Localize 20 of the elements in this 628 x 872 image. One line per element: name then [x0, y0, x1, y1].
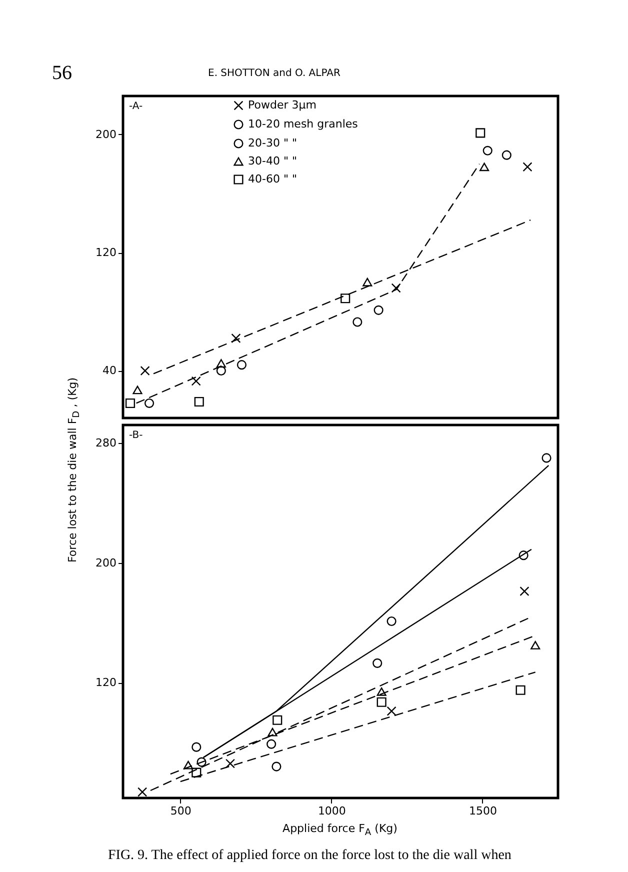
chart-title: -B- [129, 430, 144, 441]
legend-label: 40-60 " " [248, 172, 298, 186]
legend-label: 10-20 mesh granles [248, 118, 358, 130]
y-tick-label: 200 [96, 128, 116, 141]
y-tick-label: 200 [96, 556, 116, 570]
x-tick-label: 500 [170, 804, 192, 818]
y-tick-label: 120 [96, 676, 116, 690]
x-tick-label: 1000 [318, 804, 346, 818]
legend-label: Powder 3μm [248, 98, 316, 112]
legend-label: 30-40 " " [248, 154, 298, 168]
text: E. SHOTTON and O. ALPAR [208, 68, 340, 79]
legend-label: 20-30 " " [248, 136, 298, 150]
text: 56 [52, 62, 72, 85]
y-tick-label: 280 [96, 436, 116, 450]
y-tick-label: 40 [102, 364, 116, 378]
x-axis-title: Applied force F$_{A}$ (Kg) [282, 822, 398, 838]
x-tick-label: 1500 [468, 804, 497, 818]
text: -A- [129, 101, 144, 112]
y-tick-label: 120 [96, 246, 116, 260]
caption: FIG. 9. The effect of applied force on the force lost to the die wall when [108, 848, 512, 864]
